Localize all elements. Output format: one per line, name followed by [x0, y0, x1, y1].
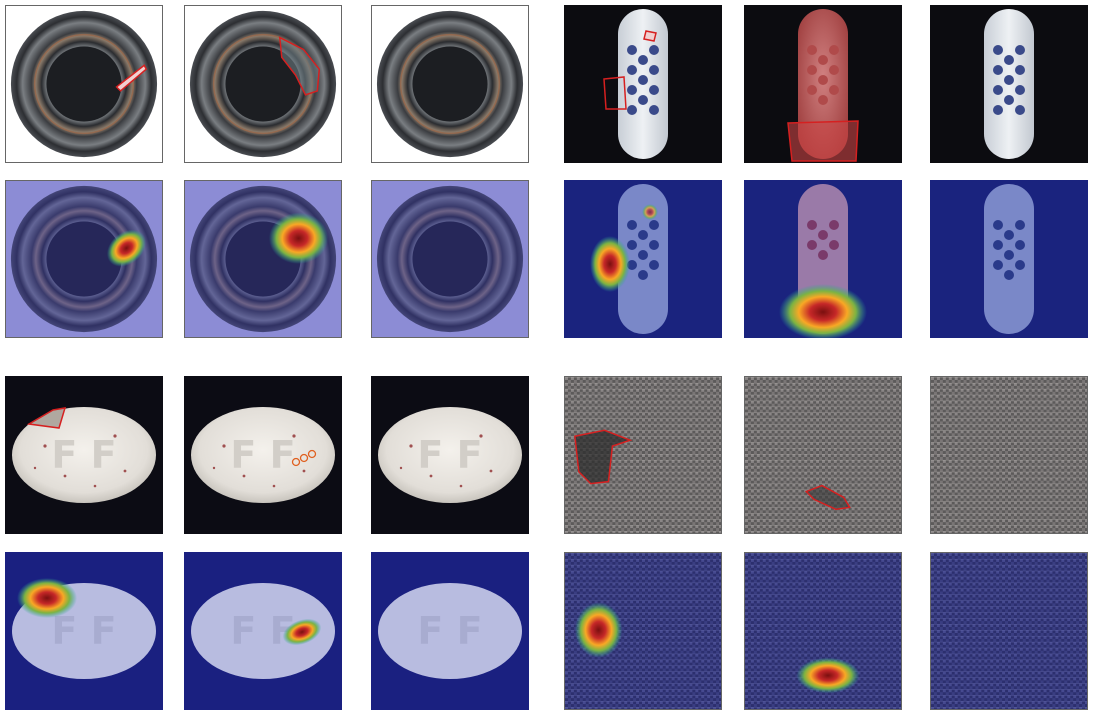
bottle-good-heatmap — [371, 180, 529, 338]
svg-text:F F: F F — [417, 609, 482, 653]
carpet-good-image — [930, 376, 1088, 534]
carpet-defect2-image — [744, 376, 902, 534]
carpet-good-heatmap — [930, 552, 1088, 710]
pill-defect1-image: F F — [5, 376, 163, 534]
toothbrush-good-heatmap — [930, 180, 1088, 338]
bottle-good-image — [371, 5, 529, 163]
bottle-defect2-heatmap — [184, 180, 342, 338]
toothbrush-good-image — [930, 5, 1088, 163]
pill-good-heatmap: F F — [371, 552, 529, 710]
carpet-defect1-image — [564, 376, 722, 534]
svg-text:F F: F F — [417, 433, 482, 477]
carpet-defect2-heatmap — [744, 552, 902, 710]
toothbrush-defect1-heatmap — [564, 180, 722, 338]
carpet-defect1-heatmap — [564, 552, 722, 710]
pill-defect1-heatmap: F F — [5, 552, 163, 710]
svg-text:F F: F F — [51, 609, 116, 653]
toothbrush-defect2-heatmap — [744, 180, 902, 338]
bottle-defect1-image — [5, 5, 163, 163]
bottle-defect1-heatmap — [5, 180, 163, 338]
toothbrush-defect2-image — [744, 5, 902, 163]
svg-text:F F: F F — [51, 433, 116, 477]
pill-defect2-heatmap: F F — [184, 552, 342, 710]
pill-defect2-image: F F — [184, 376, 342, 534]
svg-text:F F: F F — [230, 433, 295, 477]
toothbrush-defect1-image — [564, 5, 722, 163]
bottle-defect2-image — [184, 5, 342, 163]
pill-good-image: F F — [371, 376, 529, 534]
